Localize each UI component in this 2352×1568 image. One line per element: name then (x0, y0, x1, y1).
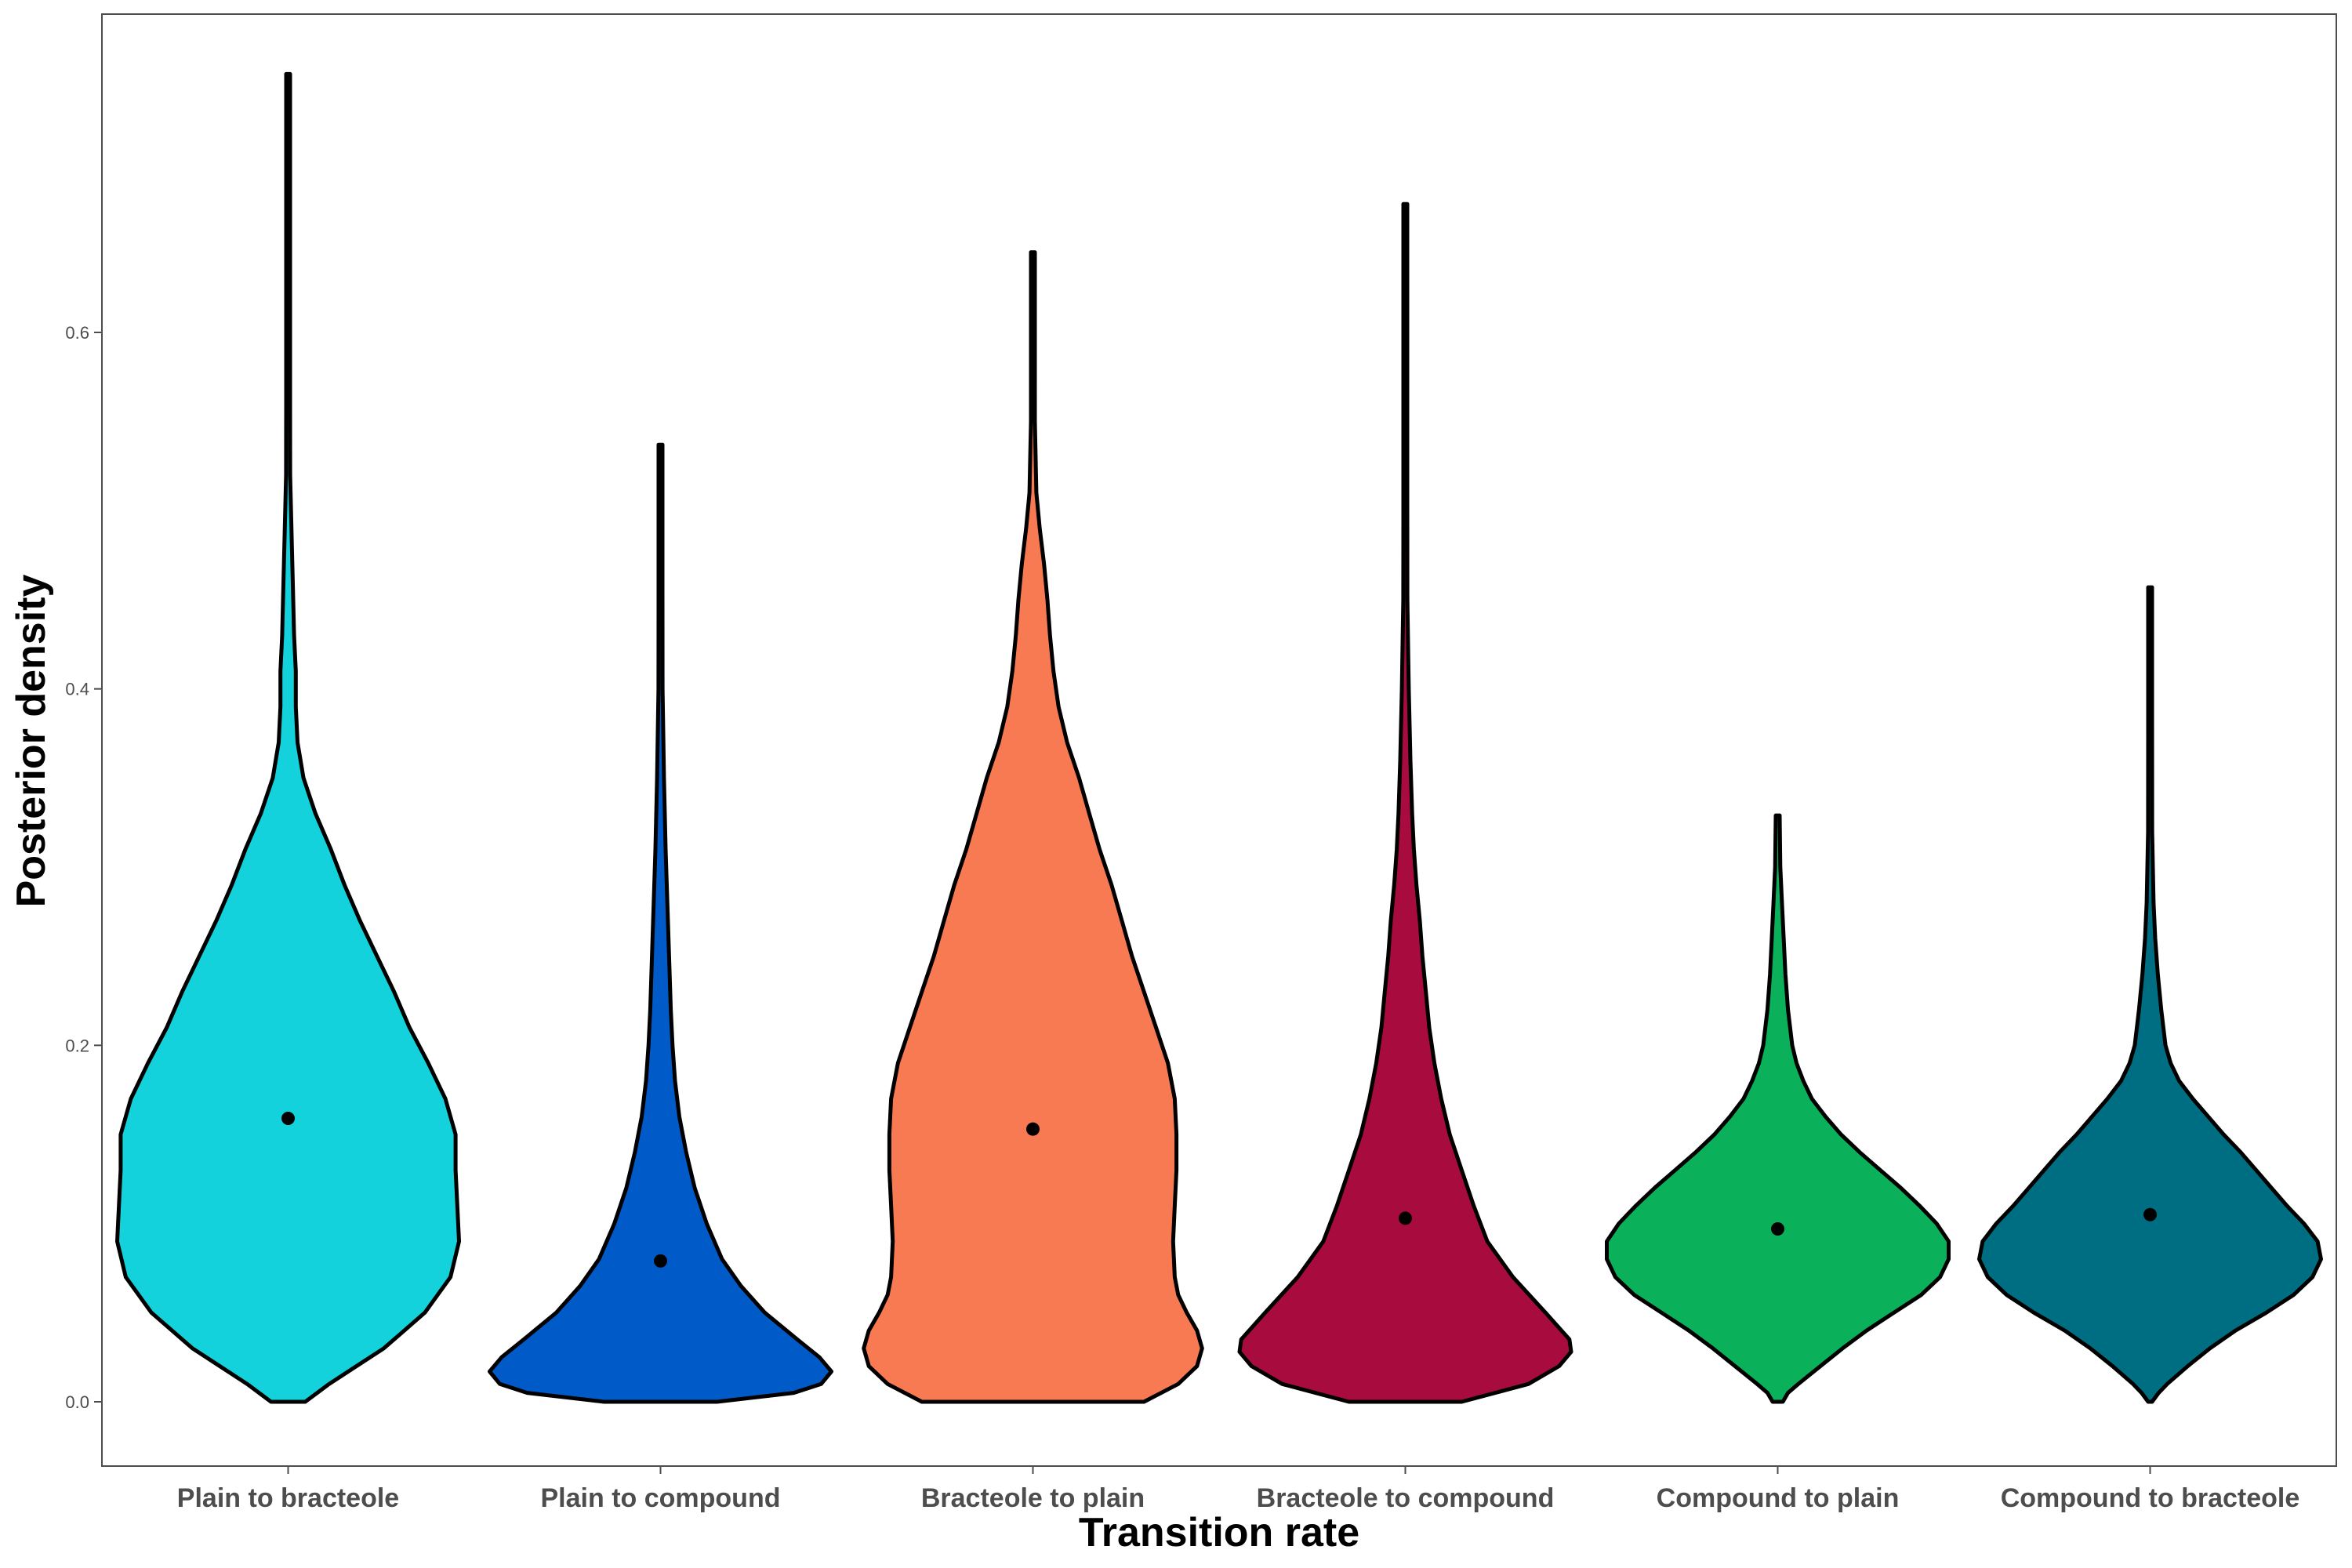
x-tick-label: Compound to bracteole (2001, 1483, 2300, 1513)
y-tick-label: 0.0 (65, 1392, 89, 1412)
violin-shape (1237, 201, 1573, 1404)
violin-6 (1977, 585, 2323, 1404)
y-tick-label: 0.2 (65, 1036, 89, 1055)
violin-layer (115, 71, 2323, 1404)
violin-shape (1605, 813, 1951, 1404)
violin-2 (488, 442, 833, 1404)
violin-shape (488, 442, 833, 1404)
x-axis-title: Transition rate (1079, 1510, 1359, 1555)
plot-panel (101, 13, 2337, 1467)
mean-point (1026, 1122, 1040, 1136)
violin-1 (115, 71, 461, 1404)
mean-point (281, 1112, 295, 1126)
violin-shape (862, 250, 1204, 1404)
x-tick-label: Plain to bracteole (177, 1483, 399, 1513)
x-tick-label: Plain to compound (541, 1483, 781, 1513)
y-tick-label: 0.6 (65, 323, 89, 343)
violin-3 (862, 250, 1204, 1404)
violin-shape (1977, 585, 2323, 1404)
mean-point (654, 1254, 667, 1268)
y-axis: 0.0 0.2 0.4 0.6 (65, 323, 102, 1412)
violin-shape (115, 71, 461, 1404)
x-tick-label: Bracteole to compound (1257, 1483, 1555, 1513)
mean-point (1771, 1221, 1784, 1236)
mean-point (2143, 1207, 2157, 1221)
mean-point (1399, 1211, 1412, 1225)
x-tick-label: Compound to plain (1657, 1483, 1900, 1513)
violin-4 (1237, 201, 1573, 1404)
x-axis: Plain to bracteole Plain to compound Bract… (177, 1466, 2299, 1513)
y-axis-title: Posterior density (9, 575, 54, 908)
x-tick-label: Bracteole to plain (921, 1483, 1145, 1513)
violin-5 (1605, 813, 1951, 1404)
y-tick-label: 0.4 (65, 680, 89, 699)
